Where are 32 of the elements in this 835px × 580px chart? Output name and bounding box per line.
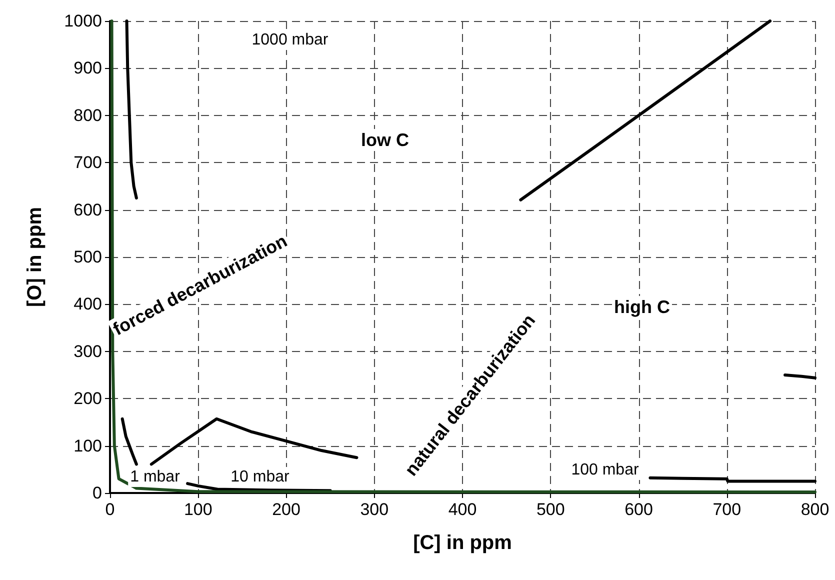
x-tick-label: 0 [105,500,115,519]
x-tick-label: 600 [624,500,653,519]
x-tick-label: 800 [800,500,830,519]
line-series [120,417,138,466]
x-tick-label: 500 [536,500,565,519]
line-series [150,417,358,466]
x-tick-label: 100 [184,500,212,519]
y-tick-label: 100 [74,436,102,456]
y-tick-label: 200 [74,389,102,408]
y-tick-label: 800 [74,106,102,125]
y-axis-title: [O] in ppm [24,207,46,307]
y-tick-label: 400 [74,294,102,314]
annotation: 1 mbar [130,468,181,486]
annotation: 10 mbar [230,468,290,486]
y-tick-label: 600 [74,200,102,220]
y-tick-label: 900 [74,58,102,78]
y-tick-label: 300 [74,342,102,361]
line-series [125,20,138,200]
x-tick-label: 400 [448,500,477,519]
annotation: low C [361,130,409,150]
line-series [519,20,772,202]
annotation: 1000 mbar [252,32,329,48]
y-tick-label: 1000 [64,12,102,30]
y-tick-label: 0 [92,484,102,502]
y-tick-label: 500 [74,248,102,266]
x-axis-title: [C] in ppm [413,532,512,554]
x-tick-label: 200 [272,500,300,519]
annotation: high C [614,297,670,317]
x-tick-label: 700 [712,500,742,519]
x-tick-label: 300 [360,500,389,519]
annotation: 100 mbar [571,462,640,478]
y-tick-label: 700 [74,153,102,172]
